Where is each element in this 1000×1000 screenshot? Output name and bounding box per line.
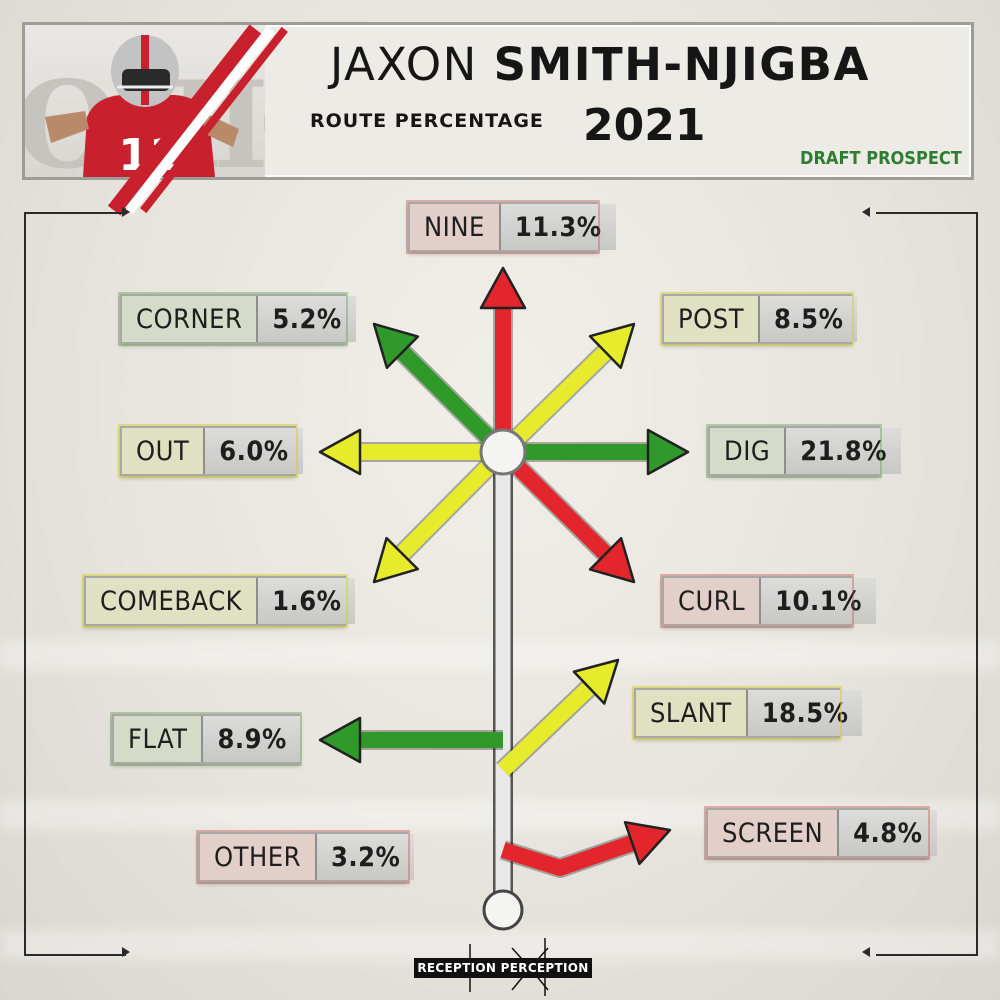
route-curl-arrowhead-icon xyxy=(588,536,636,584)
route-out-arrowhead-icon xyxy=(318,428,362,476)
player-name: JAXON SMITH-NJIGBA xyxy=(330,38,870,91)
route-comeback-shaft xyxy=(396,446,509,560)
chart-subtitle: ROUTE PERCENTAGE xyxy=(310,110,544,132)
player-last-name: SMITH-NJIGBA xyxy=(493,38,870,91)
left-bracket xyxy=(24,212,126,956)
route-curl-shaft xyxy=(497,446,612,560)
right-bracket xyxy=(876,212,978,956)
route-post-shaft xyxy=(497,346,611,458)
route-nine-arrowhead-icon xyxy=(479,266,527,310)
route-label-dig: DIG 21.8% xyxy=(706,424,901,478)
route-slant-shaft xyxy=(497,681,595,776)
route-comeback-arrowhead-icon xyxy=(372,536,420,584)
route-dig-arrowhead-icon xyxy=(646,428,690,476)
season-year: 2021 xyxy=(583,100,706,151)
player-first-name: JAXON xyxy=(330,38,478,91)
field-line xyxy=(0,930,1000,960)
route-corner-arrowhead-icon xyxy=(372,322,420,370)
route-break-point xyxy=(479,428,527,476)
route-label-curl: CURL 10.1% xyxy=(660,574,876,628)
draft-prospect-tag: DRAFT PROSPECT xyxy=(800,148,962,169)
route-flat-arrowhead-icon xyxy=(318,716,362,764)
route-label-out: OUT 6.0% xyxy=(118,424,303,478)
route-label-post: POST 8.5% xyxy=(660,292,858,346)
header-banner: OHIO 11 xyxy=(22,22,974,216)
route-post-arrowhead-icon xyxy=(588,322,636,369)
route-start-point xyxy=(482,889,524,931)
route-screen-arrowhead-icon xyxy=(623,821,672,866)
route-label-comeback: COMEBACK 1.6% xyxy=(82,574,356,628)
route-label-other: OTHER 3.2% xyxy=(196,830,415,884)
route-label-slant: SLANT 18.5% xyxy=(632,686,863,740)
route-corner-shaft xyxy=(396,346,509,458)
reception-perception-logo: RECEPTION PERCEPTION xyxy=(414,958,592,978)
route-label-corner: CORNER 5.2% xyxy=(118,292,356,346)
route-screen-shaft xyxy=(500,835,635,876)
route-label-flat: FLAT 8.9% xyxy=(110,712,302,766)
route-label-nine: NINE 11.3% xyxy=(406,200,616,254)
route-label-screen: SCREEN 4.8% xyxy=(704,806,937,860)
route-slant-arrowhead-icon xyxy=(572,658,620,705)
